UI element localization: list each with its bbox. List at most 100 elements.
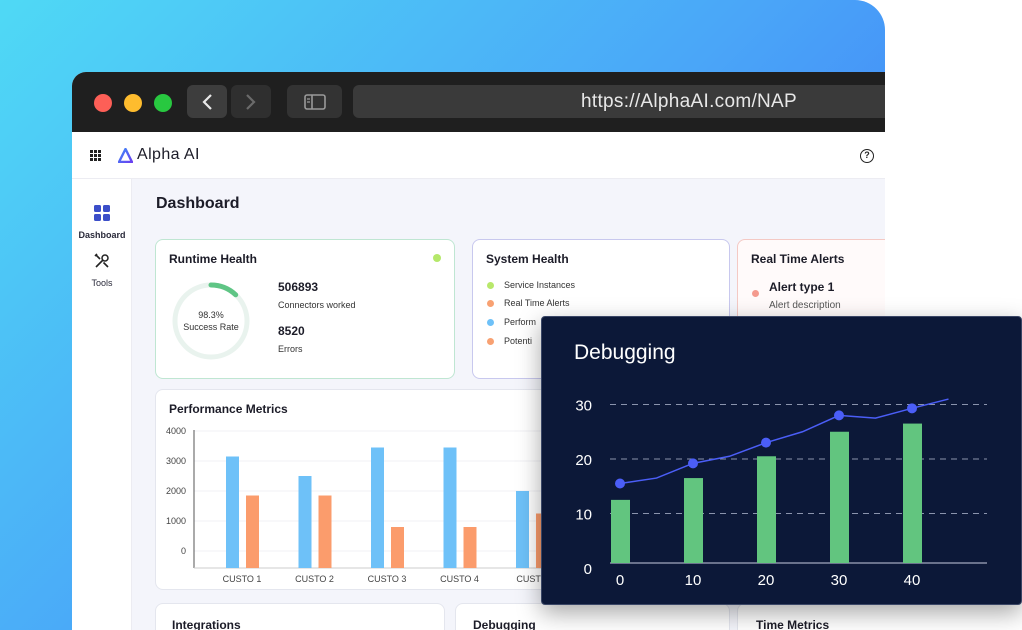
- card-title: Performance Metrics: [169, 402, 288, 416]
- bar: [443, 447, 457, 568]
- performance-chart: 4000 3000 2000 1000 0 CUSTO 1 CUSTO 2 CUSTO 3 CU…: [166, 426, 551, 584]
- integrations-card: Integrations: [155, 603, 445, 630]
- legend-label: Potenti: [504, 336, 533, 346]
- y-tick-label: 3000: [166, 456, 186, 466]
- card-title: Real Time Alerts: [751, 252, 845, 266]
- card-title: Integrations: [172, 618, 241, 630]
- left-navigation: Dashboard Tools: [72, 179, 132, 630]
- card-title: Runtime Health: [169, 252, 258, 266]
- x-tick-label: CUSTO: [516, 574, 547, 584]
- y-tick-label: 4000: [166, 426, 186, 436]
- close-window-button[interactable]: [94, 94, 112, 112]
- connectors-value: 506893: [278, 280, 319, 294]
- nav-item-label: Dashboard: [78, 230, 126, 240]
- app-grid-icon[interactable]: [90, 150, 101, 161]
- legend-item: Service Instances: [487, 280, 575, 290]
- debugging-panel-title: Debugging: [574, 341, 676, 364]
- gauge-percent: 98.3%: [198, 310, 224, 320]
- series-line: [619, 398, 949, 485]
- debugging-panel: Debugging 30 20 10 0 0 10 20 30 40: [541, 316, 1022, 605]
- line-point: [688, 458, 698, 469]
- sidebar-toggle-button[interactable]: [287, 85, 342, 118]
- alert-description: Alert description: [769, 300, 841, 311]
- y-tick-label: 10: [575, 507, 592, 524]
- bar: [611, 499, 630, 563]
- bar: [226, 456, 239, 568]
- maximize-window-button[interactable]: [154, 94, 172, 112]
- legend-item: Potenti: [487, 336, 532, 346]
- line-point: [907, 403, 917, 414]
- alpha-logo-icon: [118, 147, 133, 163]
- alert-dot: [752, 290, 759, 297]
- chevron-right-icon: [246, 93, 256, 110]
- app-header: Alpha AI ?: [72, 132, 885, 179]
- url-bar[interactable]: https://AlphaAI.com/NAP: [353, 85, 885, 118]
- nav-item-dashboard[interactable]: Dashboard: [72, 205, 132, 240]
- errors-label: Errors: [278, 344, 303, 354]
- line-point: [761, 437, 771, 448]
- page-title: Dashboard: [156, 195, 240, 212]
- app-logo-text: Alpha AI: [137, 146, 200, 163]
- nav-item-tools[interactable]: Tools: [72, 253, 132, 288]
- legend-item: Real Time Alerts: [487, 298, 570, 308]
- success-rate-gauge: [172, 282, 250, 360]
- x-tick-label: 40: [904, 572, 921, 589]
- nav-item-label: Tools: [91, 278, 113, 288]
- dashboard-icon: [94, 205, 110, 221]
- y-tick-label: 30: [575, 398, 592, 415]
- browser-chrome: https://AlphaAI.com/NAP: [72, 72, 885, 132]
- bar: [684, 478, 703, 563]
- x-tick-label: 0: [616, 572, 624, 589]
- x-tick-label: CUSTO 1: [223, 574, 262, 584]
- line-point: [615, 478, 625, 489]
- card-title: Debugging: [473, 618, 536, 630]
- chevron-left-icon: [202, 93, 212, 110]
- card-title: Time Metrics: [756, 618, 830, 630]
- errors-value: 8520: [278, 324, 305, 338]
- debugging-chart: 30 20 10 0 0 10 20 30 40: [575, 398, 987, 589]
- alert-title[interactable]: Alert type 1: [769, 280, 835, 294]
- runtime-health-card: Runtime Health 98.3% Success Rate 506893…: [155, 239, 455, 379]
- gauge-label: Success Rate: [183, 322, 239, 332]
- tools-icon: [94, 253, 109, 268]
- legend-item: Perform: [487, 317, 536, 327]
- legend-dot: [487, 318, 494, 326]
- bar: [463, 527, 477, 568]
- legend-dot: [487, 299, 494, 307]
- status-indicator: [433, 254, 441, 262]
- y-tick-label: 0: [181, 546, 186, 556]
- bar: [903, 423, 922, 563]
- x-tick-label: 10: [685, 572, 702, 589]
- y-tick-label: 2000: [166, 486, 186, 496]
- bar: [830, 431, 849, 563]
- y-tick-label: 20: [575, 452, 592, 469]
- time-metrics-card: Time Metrics: [737, 603, 885, 630]
- y-tick-label: 0: [584, 561, 592, 578]
- legend-label: Service Instances: [504, 280, 576, 290]
- bar: [371, 447, 384, 568]
- legend-dot: [487, 337, 494, 345]
- back-button[interactable]: [187, 85, 227, 118]
- bar: [757, 456, 776, 563]
- minimize-window-button[interactable]: [124, 94, 142, 112]
- debugging-card: Debugging: [455, 603, 730, 630]
- x-tick-label: 20: [758, 572, 775, 589]
- bar: [318, 495, 332, 568]
- app-logo[interactable]: Alpha AI: [118, 146, 200, 164]
- x-tick-label: CUSTO 3: [368, 574, 407, 584]
- x-tick-label: 30: [831, 572, 848, 589]
- bar: [246, 495, 259, 568]
- help-icon[interactable]: ?: [860, 149, 874, 163]
- sidebar-icon: [303, 93, 326, 110]
- forward-button[interactable]: [231, 85, 271, 118]
- bar: [298, 476, 312, 568]
- y-tick-label: 1000: [166, 516, 186, 526]
- x-tick-label: CUSTO 2: [295, 574, 334, 584]
- card-title: System Health: [486, 252, 569, 266]
- legend-label: Real Time Alerts: [504, 298, 570, 308]
- legend-label: Perform: [504, 317, 537, 327]
- bar: [516, 491, 529, 568]
- x-tick-label: CUSTO 4: [440, 574, 479, 584]
- line-point: [834, 410, 844, 421]
- performance-metrics-card: Performance Metrics 4000 3000 2000 1000 0 CUS…: [155, 389, 555, 590]
